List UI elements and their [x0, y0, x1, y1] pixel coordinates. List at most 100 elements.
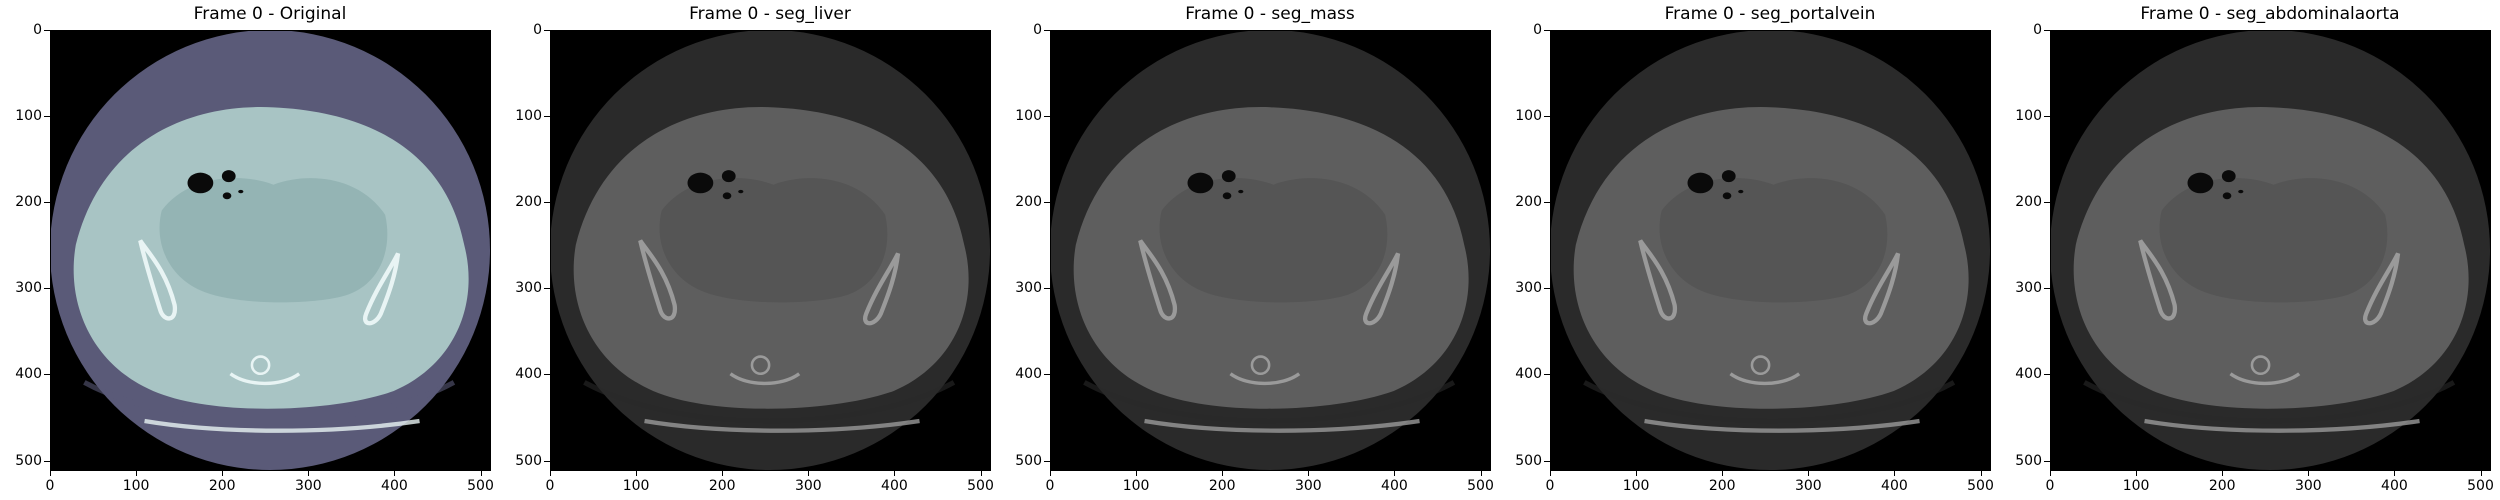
- y-tick-label: 400: [1515, 366, 1542, 383]
- y-tick: [1044, 116, 1050, 118]
- ct-slice-image: [2050, 30, 2490, 470]
- y-tick-label: 500: [515, 452, 542, 469]
- y-tick: [544, 460, 550, 462]
- y-tick-label: 300: [1015, 280, 1042, 297]
- y-tick: [44, 374, 50, 376]
- x-tick-label: 400: [881, 478, 908, 494]
- y-tick-label: 100: [515, 108, 542, 125]
- y-tick: [2044, 374, 2050, 376]
- x-tick: [308, 470, 310, 476]
- y-tick: [544, 30, 550, 31]
- ct-slice-image: [550, 30, 990, 470]
- y-tick-label: 200: [2015, 194, 2042, 211]
- y-tick-label: 200: [1015, 194, 1042, 211]
- x-tick: [480, 470, 482, 476]
- y-tick-label: 400: [2015, 366, 2042, 383]
- y-tick: [2044, 30, 2050, 31]
- panel-title: Frame 0 - seg_mass: [1185, 4, 1355, 24]
- x-tick: [722, 470, 724, 476]
- x-tick: [1722, 470, 1724, 476]
- x-tick-label: 500: [467, 478, 494, 494]
- x-tick: [2394, 470, 2396, 476]
- y-tick: [1544, 374, 1550, 376]
- y-tick: [1044, 374, 1050, 376]
- y-tick: [44, 288, 50, 290]
- y-tick-label: 200: [15, 194, 42, 211]
- y-tick: [544, 374, 550, 376]
- y-tick-label: 200: [515, 194, 542, 211]
- y-tick: [1544, 202, 1550, 204]
- y-tick: [44, 202, 50, 204]
- panel-title: Frame 0 - seg_liver: [689, 4, 851, 24]
- y-tick: [44, 460, 50, 462]
- y-tick: [1044, 30, 1050, 31]
- y-tick-label: 300: [515, 280, 542, 297]
- y-tick-label: 0: [33, 22, 42, 38]
- x-tick: [808, 470, 810, 476]
- x-tick: [894, 470, 896, 476]
- x-tick: [1394, 470, 1396, 476]
- y-tick-label: 200: [1515, 194, 1542, 211]
- x-tick-label: 0: [2045, 478, 2055, 494]
- x-tick: [1980, 470, 1982, 476]
- x-tick: [1136, 470, 1138, 476]
- x-tick: [2480, 470, 2482, 476]
- y-tick-label: 100: [1015, 108, 1042, 125]
- x-tick: [1636, 470, 1638, 476]
- ct-slice-image: [1050, 30, 1490, 470]
- y-tick: [1044, 202, 1050, 204]
- y-tick-label: 0: [1033, 22, 1042, 38]
- x-tick-label: 400: [381, 478, 408, 494]
- y-tick-label: 100: [1515, 108, 1542, 125]
- x-tick: [2136, 470, 2138, 476]
- x-tick-label: 400: [2381, 478, 2408, 494]
- x-tick: [222, 470, 224, 476]
- x-tick: [550, 470, 551, 476]
- y-tick-label: 100: [15, 108, 42, 125]
- y-tick: [544, 288, 550, 290]
- x-tick-label: 0: [545, 478, 555, 494]
- x-tick: [2050, 470, 2051, 476]
- panel-title: Frame 0 - Original: [193, 4, 347, 24]
- x-tick-label: 0: [1545, 478, 1555, 494]
- x-tick: [50, 470, 51, 476]
- x-tick-label: 100: [1622, 478, 1650, 494]
- x-tick-label: 500: [1967, 478, 1994, 494]
- x-tick: [636, 470, 638, 476]
- y-tick-label: 400: [515, 366, 542, 383]
- x-tick-label: 400: [1381, 478, 1408, 494]
- x-tick-label: 300: [294, 478, 322, 494]
- x-tick: [1480, 470, 1482, 476]
- x-tick: [394, 470, 396, 476]
- x-tick: [2222, 470, 2224, 476]
- x-tick: [1808, 470, 1810, 476]
- y-tick-label: 300: [2015, 280, 2042, 297]
- y-tick: [1544, 30, 1550, 31]
- y-tick: [1044, 288, 1050, 290]
- y-tick-label: 300: [15, 280, 42, 297]
- panel-title: Frame 0 - seg_portalvein: [1664, 4, 1876, 24]
- x-tick-label: 0: [1045, 478, 1055, 494]
- x-tick-label: 300: [1294, 478, 1322, 494]
- x-tick: [2308, 470, 2310, 476]
- x-tick-label: 400: [1881, 478, 1908, 494]
- y-tick-label: 300: [1515, 280, 1542, 297]
- y-tick: [1044, 460, 1050, 462]
- y-tick: [2044, 202, 2050, 204]
- y-tick-label: 500: [2015, 452, 2042, 469]
- y-tick: [2044, 460, 2050, 462]
- y-tick-label: 500: [15, 452, 42, 469]
- y-tick: [1544, 116, 1550, 118]
- panel-3: Frame 0 - seg_portalvein 0 100 200 300 400 50…: [1515, 0, 2010, 500]
- x-tick-label: 200: [2208, 478, 2236, 494]
- x-tick-label: 200: [1708, 478, 1736, 494]
- x-tick-label: 200: [1208, 478, 1236, 494]
- panel-title: Frame 0 - seg_abdominalaorta: [2140, 4, 2400, 24]
- x-tick: [980, 470, 982, 476]
- y-tick: [1544, 288, 1550, 290]
- x-tick-label: 100: [122, 478, 150, 494]
- y-tick-label: 500: [1015, 452, 1042, 469]
- x-tick: [1550, 470, 1551, 476]
- x-tick: [1308, 470, 1310, 476]
- y-tick-label: 100: [2015, 108, 2042, 125]
